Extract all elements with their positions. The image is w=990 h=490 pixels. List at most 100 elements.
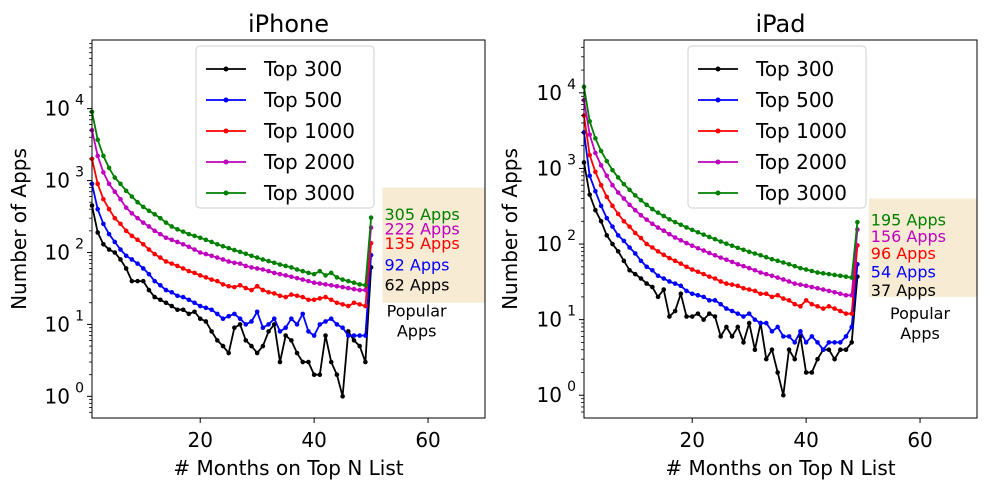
data-point: [752, 347, 758, 353]
data-point: [95, 230, 100, 235]
data-point: [792, 340, 798, 345]
data-point: [283, 273, 288, 278]
data-point: [192, 247, 197, 252]
data-point: [838, 291, 843, 297]
data-point: [237, 249, 243, 255]
data-point: [175, 227, 180, 232]
data-point: [695, 292, 701, 298]
y-tick-label: 10: [45, 240, 70, 264]
data-point: [741, 314, 746, 319]
data-point: [684, 225, 689, 230]
data-point: [152, 251, 157, 257]
data-point: [271, 260, 277, 266]
data-point: [277, 293, 283, 299]
data-point: [695, 269, 701, 275]
data-point: [351, 300, 357, 306]
data-point: [123, 188, 129, 194]
data-point: [311, 333, 317, 338]
legend-swatch-marker: [223, 159, 229, 165]
data-point: [323, 319, 328, 324]
data-point: [712, 276, 718, 281]
data-point: [254, 350, 260, 356]
data-point: [180, 266, 186, 271]
data-point: [667, 279, 672, 284]
data-point: [283, 333, 288, 338]
data-point: [781, 260, 786, 265]
data-point: [763, 271, 769, 277]
y-tick-exponent: 4: [75, 93, 84, 109]
y-tick-exponent: 0: [75, 380, 84, 396]
data-point: [123, 253, 129, 259]
data-point: [220, 243, 226, 249]
data-point: [186, 311, 192, 317]
data-point: [146, 208, 152, 214]
data-point: [735, 245, 741, 251]
data-point: [610, 241, 615, 247]
data-point: [803, 340, 809, 345]
popular-highlight-box: [382, 187, 485, 303]
data-point: [220, 316, 226, 322]
data-point: [158, 255, 163, 260]
data-point: [346, 333, 351, 338]
data-point: [604, 194, 610, 200]
data-point: [249, 265, 254, 270]
y-tick-exponent: 4: [567, 77, 576, 93]
data-point: [803, 370, 809, 375]
data-point: [106, 206, 112, 212]
data-point: [243, 322, 249, 327]
data-point: [197, 303, 203, 309]
data-point: [163, 259, 169, 264]
data-point: [180, 294, 186, 300]
data-point: [832, 272, 837, 278]
data-point: [746, 320, 752, 326]
data-point: [197, 273, 203, 278]
data-point: [820, 287, 826, 292]
data-point: [249, 319, 254, 324]
data-point: [707, 274, 712, 279]
data-point: [763, 356, 769, 362]
data-point: [135, 199, 140, 205]
data-point: [118, 181, 123, 187]
data-point: [146, 247, 152, 252]
data-point: [701, 317, 706, 322]
data-point: [632, 271, 638, 277]
data-point: [786, 279, 792, 284]
data-point: [775, 292, 780, 298]
legend-entry: Top 500: [263, 88, 342, 112]
data-point: [644, 241, 649, 247]
data-point: [826, 288, 832, 294]
legend-swatch-marker: [223, 128, 229, 134]
data-point: [838, 340, 843, 345]
data-point: [186, 268, 192, 274]
data-point: [593, 207, 598, 213]
data-point: [627, 224, 632, 229]
data-point: [741, 263, 746, 269]
data-point: [815, 270, 820, 275]
data-point: [769, 256, 775, 262]
data-point: [346, 278, 351, 284]
data-point: [735, 311, 741, 316]
data-point: [707, 250, 712, 256]
data-point: [163, 287, 169, 293]
data-point: [610, 167, 615, 173]
y-tick-exponent: 0: [567, 379, 576, 395]
data-point: [598, 218, 604, 224]
data-point: [769, 347, 775, 353]
data-point: [689, 291, 695, 297]
legend-entry: Top 500: [755, 88, 834, 112]
data-point: [346, 285, 351, 291]
data-point: [215, 241, 220, 247]
y-tick-exponent: 2: [567, 228, 576, 244]
data-point: [323, 294, 328, 300]
data-point: [317, 322, 323, 327]
data-point: [661, 287, 667, 292]
data-point: [266, 329, 271, 334]
y-tick-label: 10: [537, 156, 562, 180]
data-point: [237, 322, 243, 327]
data-point: [684, 240, 689, 246]
data-point: [820, 271, 826, 276]
data-point: [340, 325, 345, 331]
data-point: [672, 235, 678, 240]
data-point: [769, 294, 775, 300]
